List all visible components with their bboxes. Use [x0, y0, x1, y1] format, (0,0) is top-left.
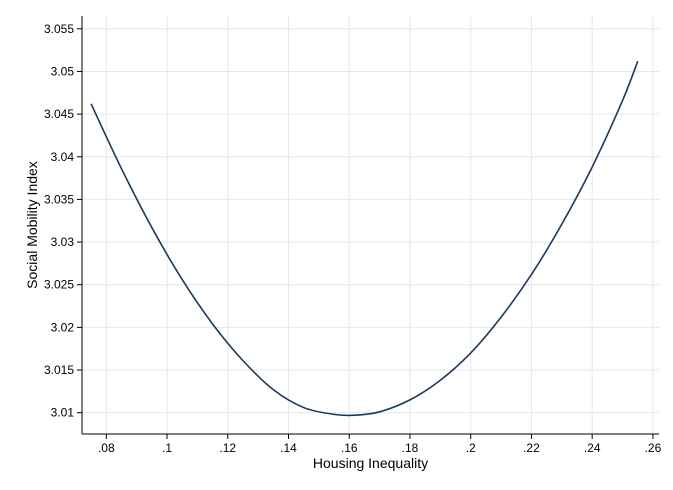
x-tick-label: .08 [98, 441, 115, 455]
ticks: 3.01 3.015 3.02 3.025 3.03 3.035 3.04 3.045 3.05… [44, 22, 662, 455]
x-tick-label: .26 [645, 441, 662, 455]
y-tick-label: 3.055 [44, 22, 74, 36]
y-tick-label: 3.04 [51, 150, 75, 164]
axes [81, 16, 659, 435]
x-tick-label: .2 [466, 441, 476, 455]
series [90, 60, 639, 417]
y-tick-label: 3.025 [44, 278, 74, 292]
x-tick-label: .12 [219, 441, 236, 455]
series-line [90, 60, 639, 417]
x-tick-label: .24 [584, 441, 601, 455]
y-tick-label: 3.015 [44, 363, 74, 377]
y-axis-title: Social Mobility Index [24, 161, 40, 289]
y-tick-label: 3.05 [51, 64, 75, 78]
y-tick-label: 3.01 [51, 406, 75, 420]
y-tick-label: 3.03 [51, 235, 75, 249]
x-tick-label: .18 [402, 441, 419, 455]
x-tick-label: .22 [523, 441, 540, 455]
x-tick-label: .1 [162, 441, 172, 455]
grid [82, 16, 659, 434]
y-tick-label: 3.02 [51, 320, 75, 334]
x-axis-title: Housing Inequality [313, 455, 428, 471]
x-tick-label: .16 [341, 441, 358, 455]
y-tick-label: 3.045 [44, 107, 74, 121]
x-tick-label: .14 [280, 441, 297, 455]
y-tick-label: 3.035 [44, 192, 74, 206]
